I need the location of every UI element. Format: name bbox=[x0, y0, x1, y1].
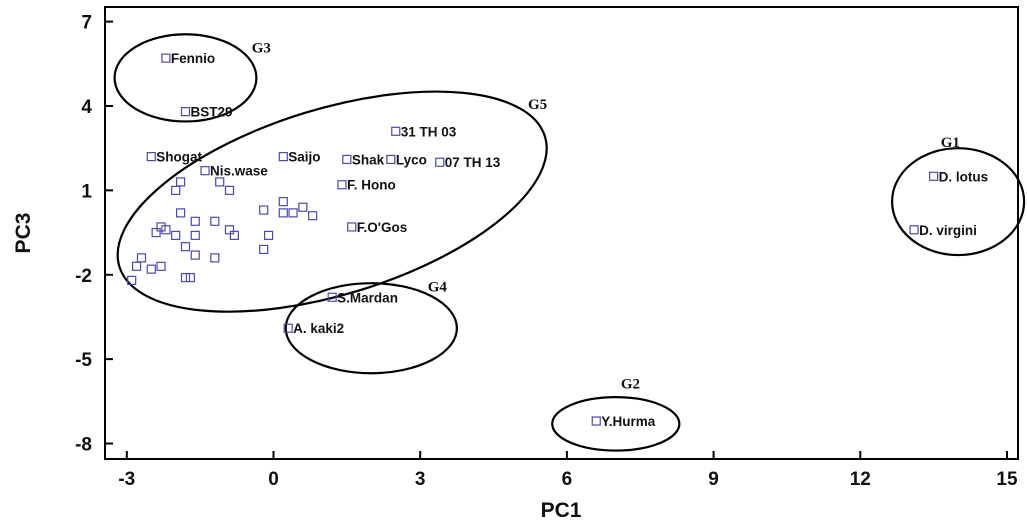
plot-frame bbox=[104, 6, 1019, 460]
data-point bbox=[347, 222, 357, 232]
data-point bbox=[190, 216, 200, 226]
point-label: D. lotus bbox=[939, 169, 989, 184]
data-point bbox=[210, 216, 220, 226]
y-axis-ticks: 7 4 1 -2 -5 -8 bbox=[75, 13, 113, 456]
data-point bbox=[278, 152, 288, 162]
data-point bbox=[200, 166, 210, 176]
data-point bbox=[224, 225, 235, 235]
y-tick-label: -2 bbox=[75, 266, 92, 287]
data-point bbox=[180, 272, 191, 283]
y-axis-label: PC3 bbox=[12, 213, 35, 254]
data-point bbox=[259, 244, 269, 255]
data-point bbox=[190, 250, 200, 260]
group-ellipses: G1 G2 G3 G4 G5 bbox=[113, 33, 1026, 452]
data-point bbox=[175, 177, 186, 187]
data-point bbox=[909, 225, 919, 235]
y-tick-label: 7 bbox=[81, 13, 92, 34]
data-point bbox=[391, 126, 401, 136]
group-ellipse-g3 bbox=[113, 33, 258, 123]
group-label-g5: G5 bbox=[528, 97, 547, 113]
data-point bbox=[175, 208, 186, 218]
x-tick-label: 9 bbox=[708, 469, 719, 490]
data-point bbox=[127, 275, 137, 285]
data-point bbox=[146, 264, 156, 274]
data-point bbox=[264, 230, 274, 240]
x-tick-label: 12 bbox=[850, 469, 871, 490]
group-label-g4: G4 bbox=[428, 280, 448, 296]
point-label: D. virgini bbox=[919, 223, 977, 238]
y-tick-label: -8 bbox=[75, 435, 92, 456]
data-point bbox=[224, 185, 235, 195]
data-point bbox=[278, 208, 288, 218]
x-tick-label: -3 bbox=[118, 469, 135, 490]
data-point bbox=[337, 180, 347, 190]
data-point bbox=[161, 225, 171, 235]
point-label: S.Mardan bbox=[337, 290, 398, 305]
point-label: Y.Hurma bbox=[601, 414, 656, 429]
x-axis-label: PC1 bbox=[541, 499, 582, 522]
data-point bbox=[131, 261, 142, 271]
data-point bbox=[171, 230, 181, 240]
point-label: Shak bbox=[352, 152, 385, 167]
data-point bbox=[435, 157, 445, 167]
data-point bbox=[229, 230, 239, 240]
data-point bbox=[171, 185, 181, 195]
point-label: F. Hono bbox=[347, 178, 396, 193]
data-point bbox=[342, 154, 352, 165]
data-point bbox=[151, 227, 161, 238]
data-point bbox=[283, 323, 293, 333]
data-points bbox=[127, 53, 939, 426]
data-point bbox=[327, 292, 337, 302]
y-tick-label: 4 bbox=[81, 97, 92, 118]
data-point bbox=[190, 230, 200, 240]
point-label: Shogat bbox=[156, 150, 202, 165]
data-point bbox=[210, 253, 220, 263]
group-ellipse-g1 bbox=[890, 147, 1026, 257]
x-tick-label: 3 bbox=[415, 469, 426, 490]
point-label: 07 TH 13 bbox=[445, 155, 501, 170]
data-point bbox=[156, 261, 166, 271]
point-label: 31 TH 03 bbox=[401, 124, 457, 139]
data-point bbox=[161, 53, 171, 63]
data-point bbox=[180, 242, 191, 252]
group-ellipse-g2 bbox=[551, 396, 681, 452]
y-tick-label: 1 bbox=[81, 181, 92, 202]
point-label: A. kaki2 bbox=[293, 321, 344, 336]
data-point bbox=[259, 205, 269, 215]
point-label: Lyco bbox=[396, 152, 427, 167]
group-label-g3: G3 bbox=[252, 41, 271, 57]
data-point bbox=[929, 171, 939, 181]
data-point bbox=[298, 202, 308, 212]
y-tick-label: -5 bbox=[75, 350, 92, 371]
x-tick-label: 0 bbox=[268, 469, 279, 490]
group-ellipse-g4 bbox=[284, 282, 458, 375]
point-label: Fennio bbox=[171, 51, 215, 66]
data-point bbox=[386, 154, 396, 165]
point-label: F.O'Gos bbox=[357, 220, 407, 235]
group-label-g1: G1 bbox=[941, 135, 960, 151]
data-point bbox=[146, 152, 156, 162]
group-label-g2: G2 bbox=[621, 377, 640, 393]
x-tick-label: 6 bbox=[562, 469, 573, 490]
data-point bbox=[136, 253, 147, 263]
data-point bbox=[591, 416, 601, 426]
data-point bbox=[156, 222, 166, 232]
data-point bbox=[278, 197, 288, 207]
data-point bbox=[215, 177, 225, 187]
point-label: Nis.wase bbox=[210, 164, 268, 179]
data-point bbox=[308, 211, 318, 221]
x-tick-label: 15 bbox=[996, 469, 1018, 490]
group-ellipse-g5 bbox=[116, 90, 548, 313]
data-point bbox=[288, 208, 298, 218]
point-labels: Fennio BST29 Shogat Nis.wase Saijo 31 TH 03 Sh… bbox=[156, 51, 988, 429]
point-label: BST29 bbox=[190, 105, 232, 120]
data-point bbox=[185, 272, 195, 283]
data-point bbox=[180, 107, 191, 117]
x-axis-ticks: -3 0 3 6 9 12 15 bbox=[118, 451, 1018, 490]
point-label: Saijo bbox=[288, 150, 320, 165]
